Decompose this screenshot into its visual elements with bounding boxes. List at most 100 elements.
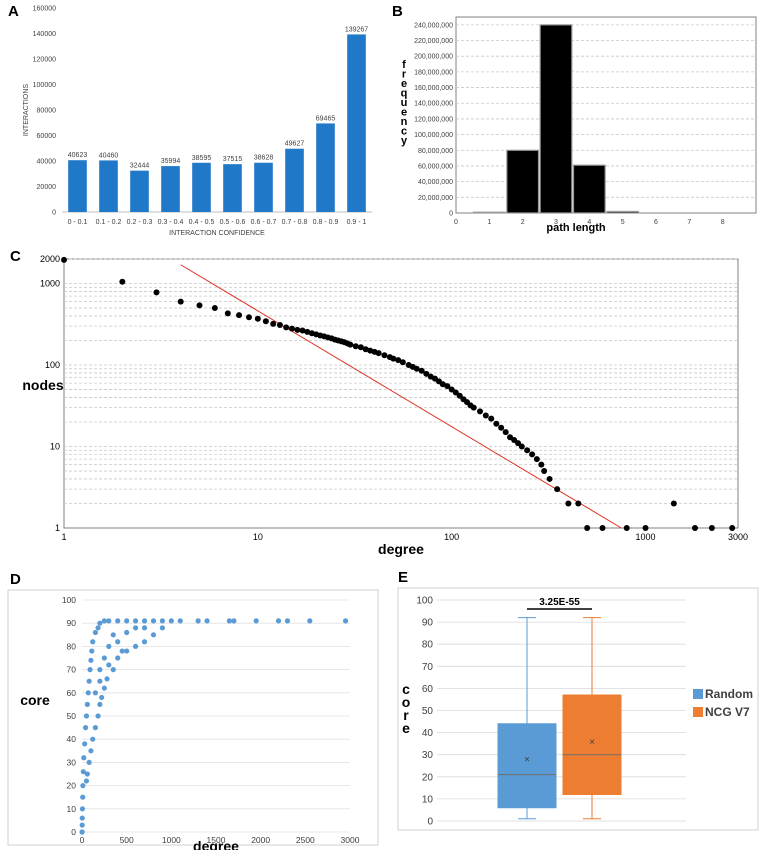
data-point	[565, 500, 572, 507]
data-point	[88, 657, 94, 663]
x-tick-label: 3	[554, 219, 558, 226]
y-axis-label-letter: c	[402, 681, 410, 697]
data-point	[97, 678, 103, 684]
y-tick-label: 0	[71, 827, 76, 837]
y-tick-label: 50	[422, 706, 434, 717]
y-tick-label: 2000	[40, 254, 60, 264]
data-point	[270, 320, 277, 327]
y-tick-label: 20000	[37, 184, 57, 191]
data-point	[347, 341, 354, 348]
bar-data-label: 35994	[161, 158, 181, 165]
x-tick-label: 1000	[162, 835, 181, 845]
panel-label-c: C	[10, 248, 21, 265]
plot-frame	[455, 16, 757, 214]
chart-c-degree-distribution: 1 10 100 1000 2000 1 10 100 1000 3000 degree nodes	[22, 254, 748, 557]
y-tick-label: 60	[67, 688, 77, 698]
data-point	[294, 326, 301, 333]
x-axis-label: path length	[546, 222, 606, 234]
x-tick-label: 500	[120, 835, 134, 845]
y-tick-label: 80,000,000	[418, 148, 453, 155]
data-point	[554, 486, 561, 493]
x-tick-label: 1500	[207, 835, 226, 845]
panel-label-e: E	[398, 569, 408, 586]
x-axis-label: INTERACTION CONFIDENCE	[169, 230, 265, 237]
data-point	[357, 344, 364, 351]
data-point	[86, 759, 92, 766]
bar-data-label: 40623	[68, 152, 88, 159]
data-point	[83, 778, 90, 784]
y-tick-label: 220,000,000	[414, 38, 453, 45]
data-point	[375, 350, 382, 357]
y-axis-label-letter: r	[402, 69, 407, 81]
data-point	[488, 415, 495, 422]
x-tick-label: 2	[521, 219, 525, 226]
y-tick-label: 90	[67, 618, 77, 628]
data-point	[110, 667, 116, 673]
data-point	[670, 500, 677, 507]
y-axis-label-letter: e	[401, 78, 407, 90]
data-point	[133, 625, 139, 631]
data-point	[381, 352, 388, 359]
data-point	[84, 771, 90, 777]
y-axis-label: INTERACTIONS	[23, 84, 30, 136]
x-tick-label: 0.9 - 1	[347, 219, 367, 226]
data-point	[470, 404, 477, 411]
data-point	[141, 618, 148, 624]
y-tick-label: 200,000,000	[414, 54, 453, 61]
box	[562, 694, 622, 795]
bar	[68, 160, 87, 212]
y-tick-label: 30	[67, 757, 77, 767]
chart-e-core-boxplot: 0 10 20 30 40 50 60 70 80 90 100 × Random × NCG V7 3.25…	[397, 587, 759, 831]
y-axis-label-letter: c	[401, 126, 407, 138]
y-tick-label: 140,000,000	[414, 101, 453, 108]
data-point	[150, 632, 157, 638]
data-point	[133, 643, 139, 650]
data-point	[538, 461, 545, 468]
bar	[539, 24, 573, 214]
x-tick-label: 2000	[251, 835, 270, 845]
data-point	[101, 618, 107, 624]
y-axis-label-letter: o	[402, 694, 411, 710]
x-tick-label: 0	[454, 219, 458, 226]
data-point	[288, 325, 295, 332]
data-point	[236, 312, 243, 319]
y-tick-label: 70	[422, 662, 434, 673]
data-point	[575, 500, 582, 507]
x-tick-label: 0 - 0.1	[68, 219, 88, 226]
box	[497, 723, 557, 809]
data-point	[85, 690, 91, 696]
y-tick-label: 70	[67, 665, 77, 675]
bar	[223, 164, 242, 212]
data-point	[99, 694, 105, 701]
x-tick-label: 0	[80, 835, 85, 845]
data-point	[61, 256, 67, 263]
y-tick-label: 140000	[33, 31, 56, 38]
data-point	[141, 639, 148, 645]
data-point	[133, 618, 139, 624]
data-point	[104, 676, 110, 682]
y-axis-label-letter: n	[401, 116, 408, 128]
data-point	[89, 648, 95, 654]
y-axis-label-letter: f	[402, 59, 406, 71]
bar-data-label: 38595	[192, 155, 212, 162]
data-point	[708, 525, 715, 531]
legend-label: NCG V7	[705, 705, 750, 719]
mean-marker: ×	[589, 737, 595, 748]
data-point	[95, 625, 101, 631]
data-point	[444, 383, 451, 390]
x-tick-label: 0.4 - 0.5	[189, 219, 215, 226]
y-tick-label: 160,000,000	[414, 85, 453, 92]
data-point	[524, 447, 531, 454]
data-point	[150, 618, 157, 624]
data-point	[115, 655, 121, 661]
y-tick-label: 90	[422, 618, 434, 629]
y-tick-label: 100000	[33, 82, 56, 89]
data-point	[299, 327, 306, 334]
fit-line	[180, 264, 622, 529]
y-tick-label: 10	[50, 442, 60, 452]
data-point	[115, 639, 121, 645]
x-tick-label: 100	[444, 532, 459, 542]
y-tick-label: 100	[62, 595, 76, 605]
data-point	[153, 289, 160, 296]
